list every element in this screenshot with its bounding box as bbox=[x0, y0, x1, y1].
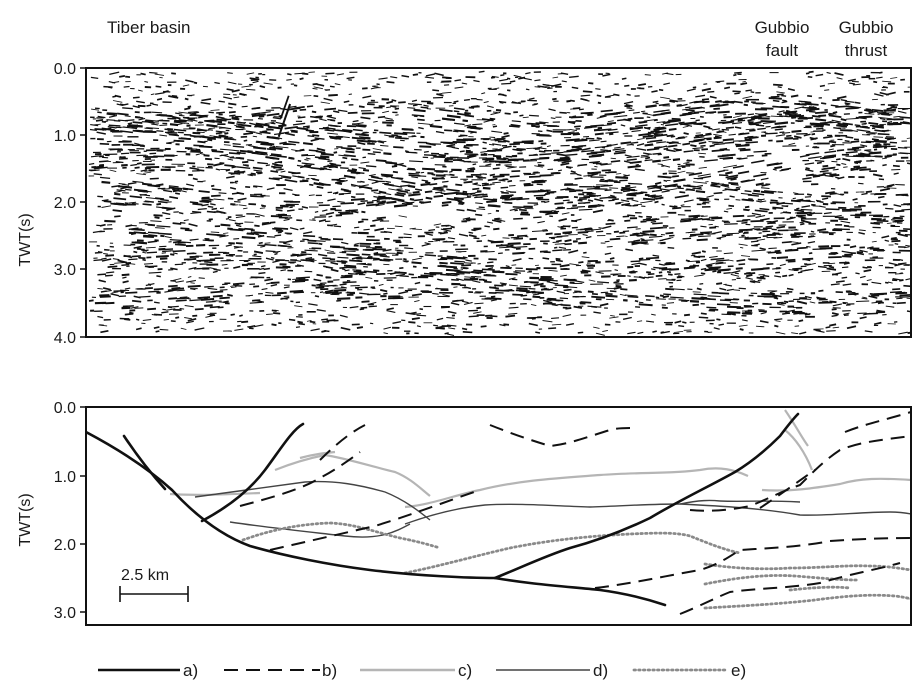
horizons-e bbox=[241, 521, 911, 610]
tick-bot-3: 3.0 bbox=[54, 605, 76, 622]
scale-bar: 2.5 km bbox=[119, 567, 189, 602]
tick-bot-1: 1.0 bbox=[54, 469, 76, 486]
legend-label-d: d) bbox=[593, 661, 608, 680]
label-gubbio-thrust-1: Gubbio bbox=[839, 18, 894, 37]
seismic-panel: 0.0 1.0 2.0 3.0 4.0 TWT(s) bbox=[17, 61, 912, 347]
legend-item-c: c) bbox=[360, 661, 472, 680]
horizons-b bbox=[239, 411, 911, 615]
legend-label-b: b) bbox=[322, 661, 337, 680]
interpretation-panel: 0.0 1.0 2.0 3.0 TWT(s) 2.5 km bbox=[17, 400, 912, 626]
legend: a) b) c) d) e) bbox=[98, 661, 746, 680]
label-gubbio-thrust-2: thrust bbox=[845, 41, 888, 60]
legend-item-a: a) bbox=[98, 661, 198, 680]
label-gubbio-fault-1: Gubbio bbox=[755, 18, 810, 37]
ylabel-bottom: TWT(s) bbox=[17, 493, 34, 546]
legend-label-c: c) bbox=[458, 661, 472, 680]
legend-label-e: e) bbox=[731, 661, 746, 680]
tick-bot-0: 0.0 bbox=[54, 400, 76, 417]
legend-item-d: d) bbox=[496, 661, 608, 680]
tick-top-4: 4.0 bbox=[54, 330, 76, 347]
legend-label-a: a) bbox=[183, 661, 198, 680]
horizons-d bbox=[194, 480, 911, 538]
legend-item-b: b) bbox=[224, 661, 337, 680]
tick-top-3: 3.0 bbox=[54, 262, 76, 279]
label-tiber-basin: Tiber basin bbox=[107, 18, 190, 37]
tick-top-2: 2.0 bbox=[54, 195, 76, 212]
label-gubbio-fault-2: fault bbox=[766, 41, 798, 60]
tick-top-0: 0.0 bbox=[54, 61, 76, 78]
faults-a bbox=[86, 412, 800, 607]
scale-bar-label: 2.5 km bbox=[121, 567, 169, 584]
tick-bot-2: 2.0 bbox=[54, 537, 76, 554]
seismic-reflections bbox=[88, 70, 911, 336]
legend-item-e: e) bbox=[632, 661, 746, 680]
tick-top-1: 1.0 bbox=[54, 128, 76, 145]
ylabel-top: TWT(s) bbox=[17, 213, 34, 266]
